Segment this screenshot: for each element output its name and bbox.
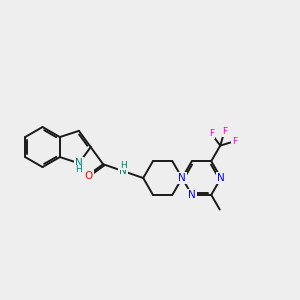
Text: N: N (119, 166, 127, 176)
Text: F: F (222, 127, 227, 136)
Text: F: F (232, 137, 237, 146)
Text: N: N (188, 190, 196, 200)
Text: H: H (120, 161, 127, 170)
Text: N: N (217, 173, 225, 183)
Text: O: O (84, 171, 93, 181)
Text: H: H (76, 165, 82, 174)
Text: N: N (178, 173, 186, 183)
Text: F: F (209, 129, 214, 138)
Text: N: N (75, 158, 83, 168)
